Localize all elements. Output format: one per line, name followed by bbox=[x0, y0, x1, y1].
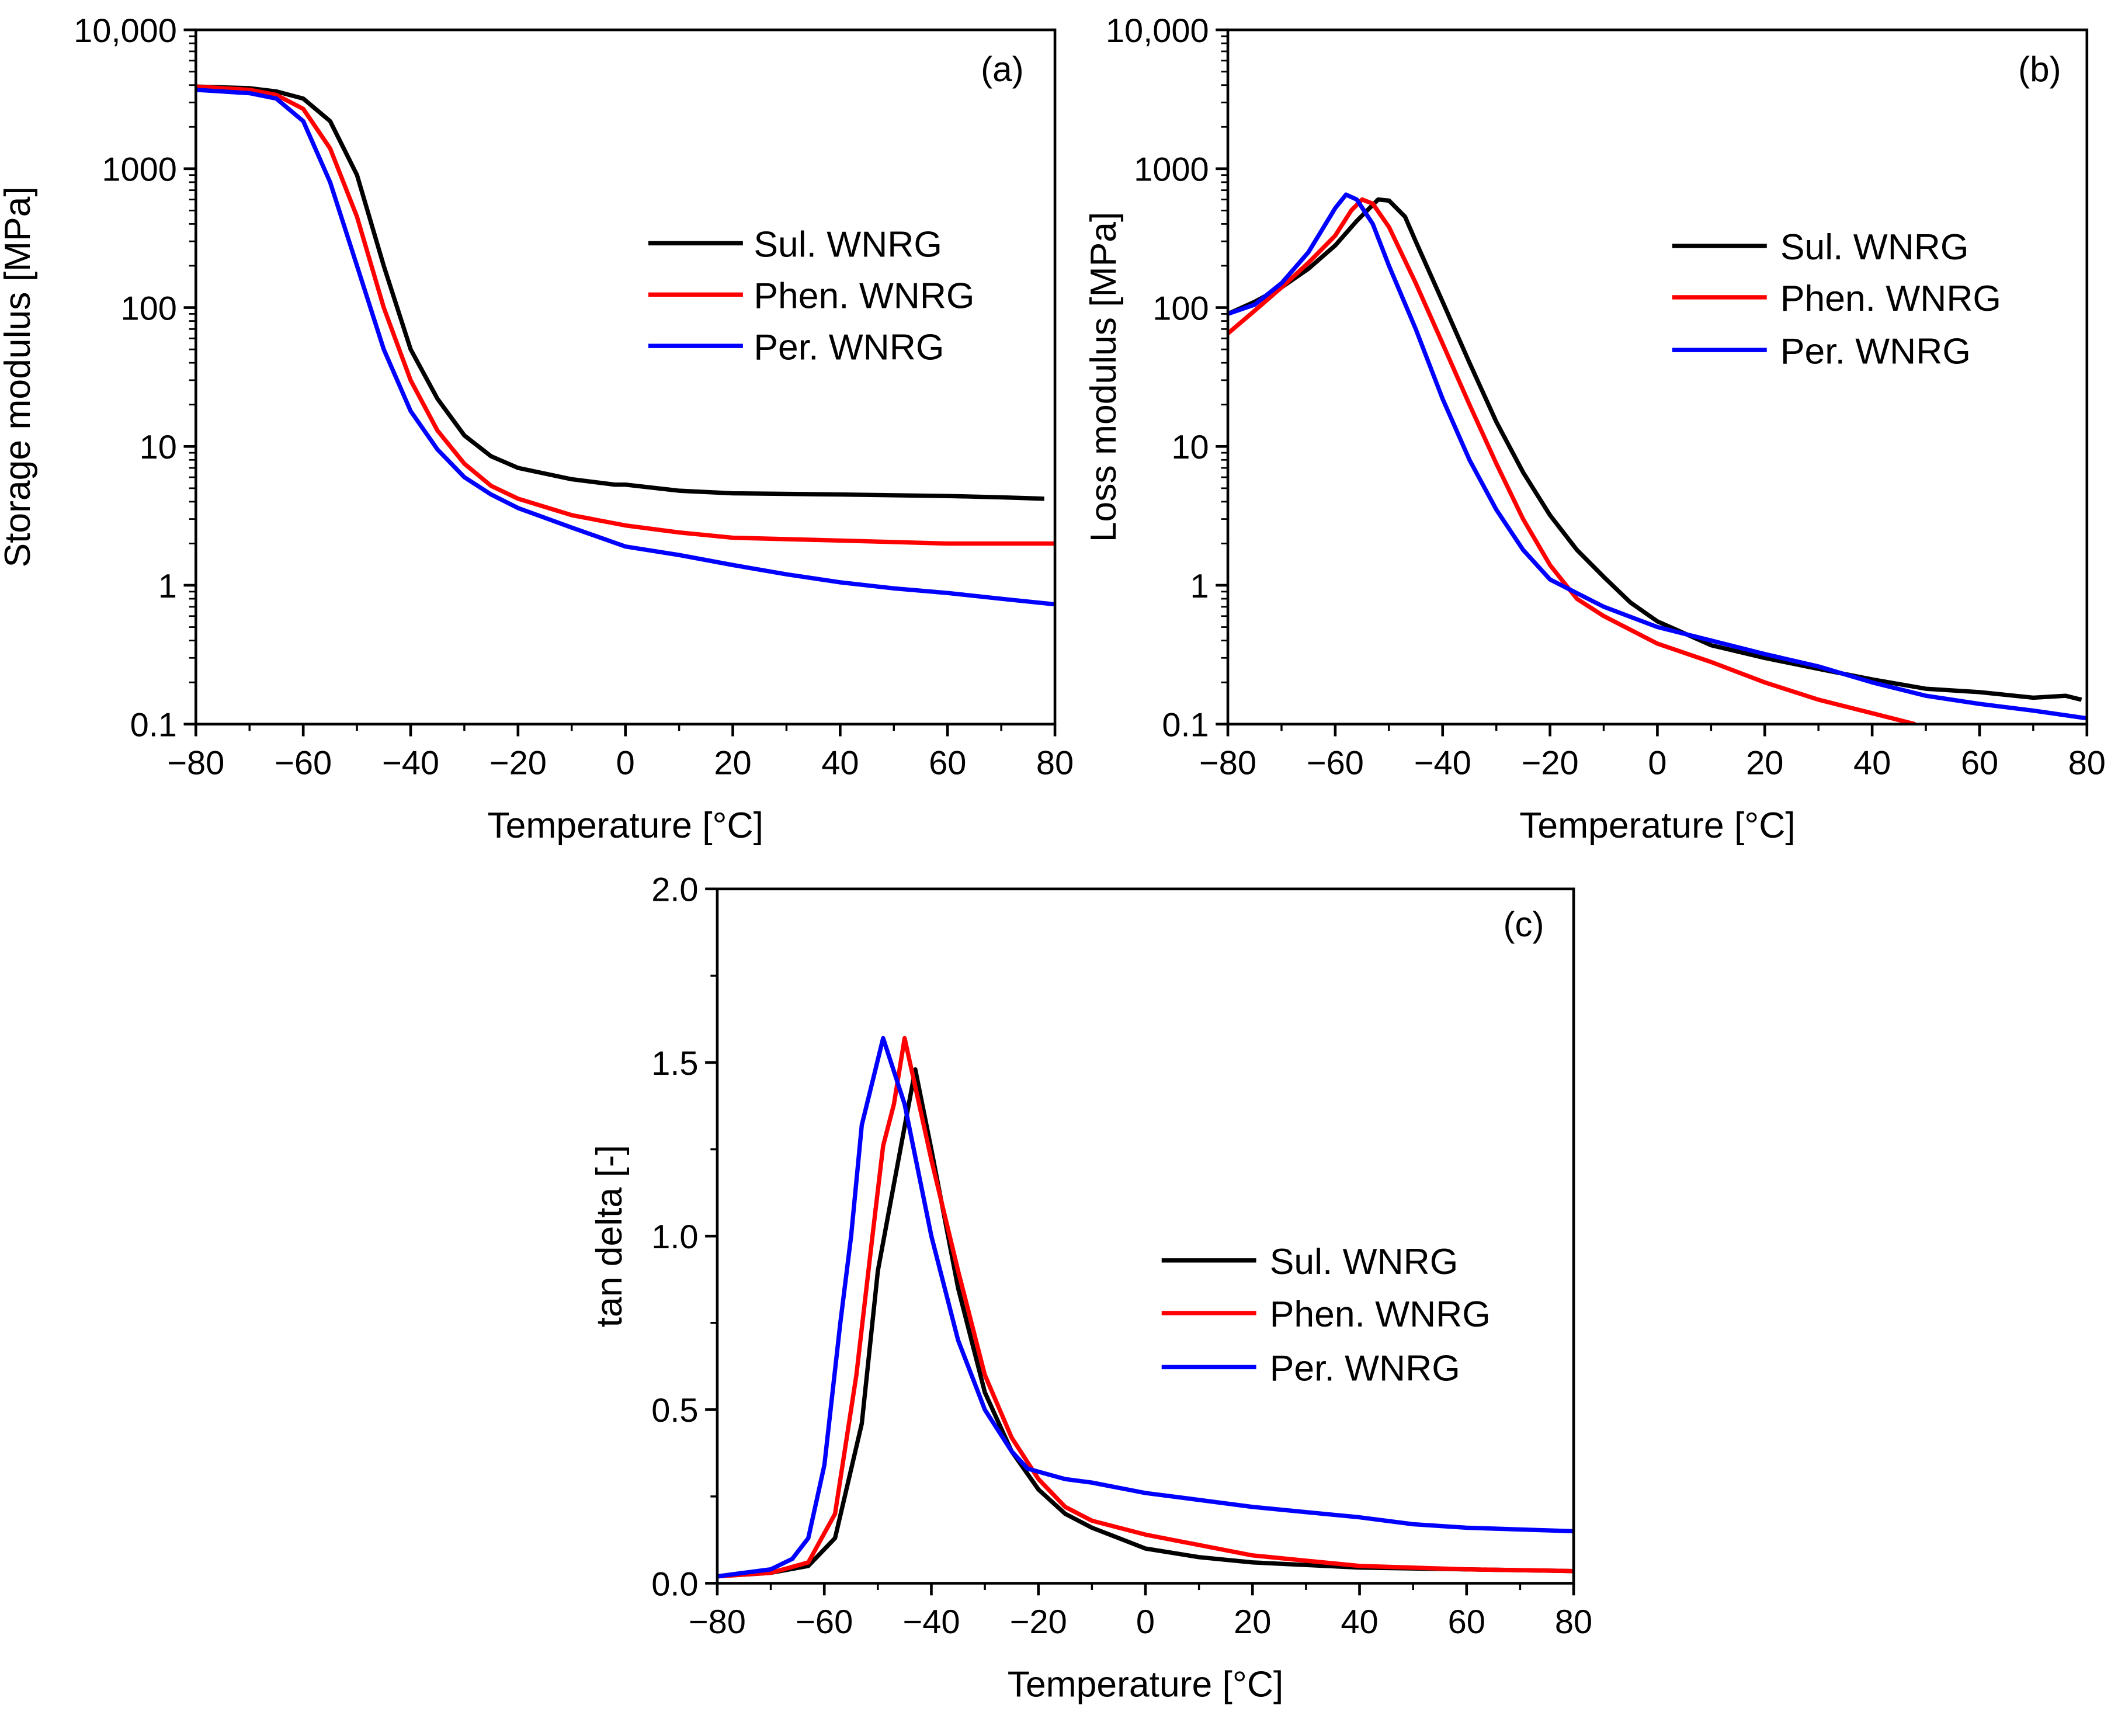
y-tick-label: 0.1 bbox=[1162, 707, 1209, 744]
x-tick-label: 0 bbox=[1136, 1603, 1155, 1641]
series-line-phen bbox=[717, 1036, 1574, 1579]
x-tick-label: 40 bbox=[1853, 744, 1891, 782]
legend-label: Phen. WNRG bbox=[754, 275, 974, 316]
x-tick-label: −60 bbox=[1307, 744, 1364, 782]
x-tick-label: 40 bbox=[821, 744, 859, 782]
x-tick-label: 80 bbox=[1036, 744, 1074, 782]
x-tick-label: −80 bbox=[1199, 744, 1256, 782]
x-tick-label: −60 bbox=[796, 1603, 853, 1641]
x-tick-label: 60 bbox=[929, 744, 966, 782]
series-line-sul bbox=[717, 1067, 1574, 1579]
y-tick-label: 0.1 bbox=[130, 707, 177, 744]
x-tick-label: −40 bbox=[902, 1603, 960, 1641]
y-axis-label: Loss modulus [MPa] bbox=[1083, 212, 1124, 543]
y-tick-label: 1000 bbox=[102, 151, 177, 189]
legend-label: Phen. WNRG bbox=[1780, 278, 2001, 319]
panel-b: −80 −60 −40 −20 0 20 40 60 80 10,000 1000 100 10 1 0.1… bbox=[1083, 12, 2106, 846]
y-tick-label: 2.0 bbox=[651, 872, 698, 909]
x-tick-label: −20 bbox=[1010, 1603, 1067, 1641]
y-axis-label: tan delta [-] bbox=[589, 1145, 630, 1327]
x-tick-label: 60 bbox=[1448, 1603, 1485, 1641]
legend-label: Phen. WNRG bbox=[1270, 1294, 1491, 1335]
x-tick-label: −80 bbox=[689, 1603, 746, 1641]
y-tick-label: 100 bbox=[1152, 290, 1209, 327]
y-tick-label: 1 bbox=[1190, 568, 1209, 605]
series-line-sul bbox=[1228, 197, 2082, 702]
x-axis-label: Temperature [°C] bbox=[1519, 805, 1796, 846]
legend-label: Sul. WNRG bbox=[1780, 227, 1969, 268]
x-tick-label: 20 bbox=[714, 744, 751, 782]
y-tick-label: 0.0 bbox=[651, 1565, 698, 1603]
panel-label: (a) bbox=[981, 50, 1023, 89]
x-tick-label: −80 bbox=[167, 744, 224, 782]
x-axis-label: Temperature [°C] bbox=[1008, 1664, 1284, 1705]
x-tick-label: 80 bbox=[1555, 1603, 1592, 1641]
legend-label: Sul. WNRG bbox=[754, 224, 942, 265]
y-tick-label: 0.5 bbox=[651, 1392, 698, 1429]
legend-label: Sul. WNRG bbox=[1270, 1241, 1459, 1282]
series-line-phen bbox=[1228, 197, 1916, 724]
plot-frame bbox=[716, 887, 1575, 1585]
x-tick-label: −20 bbox=[1522, 744, 1579, 782]
x-tick-label: −20 bbox=[489, 744, 547, 782]
y-tick-label: 1.0 bbox=[651, 1218, 698, 1256]
x-tick-label: 20 bbox=[1234, 1603, 1271, 1641]
plot-frame bbox=[195, 28, 1057, 726]
legend: Sul. WNRG Phen. WNRG Per. WNRG bbox=[1672, 227, 2001, 371]
y-tick-label: 10,000 bbox=[1106, 12, 1209, 50]
x-axis-label: Temperature [°C] bbox=[487, 805, 763, 846]
y-tick-label: 10 bbox=[1171, 429, 1209, 466]
y-tick-label: 1 bbox=[158, 568, 177, 605]
legend-label: Per. WNRG bbox=[1780, 331, 1971, 371]
panel-c: −80 −60 −40 −20 0 20 40 60 80 0.0 0.5 1.0 1.5 2.0 Temp… bbox=[589, 872, 1592, 1705]
panel-a: −80 −60 −40 −20 0 20 40 60 80 10,000 1000 100 10 1 0.1… bbox=[0, 12, 1074, 846]
y-tick-label: 100 bbox=[121, 290, 177, 327]
legend: Sul. WNRG Phen. WNRG Per. WNRG bbox=[1161, 1241, 1491, 1389]
series-line-per bbox=[717, 1036, 1574, 1579]
x-tick-label: −60 bbox=[275, 744, 332, 782]
x-tick-label: 0 bbox=[1648, 744, 1666, 782]
x-tick-label: −40 bbox=[1414, 744, 1471, 782]
y-tick-label: 10,000 bbox=[74, 12, 177, 50]
y-tick-label: 1000 bbox=[1134, 151, 1209, 189]
series-line-per bbox=[1228, 192, 2087, 721]
series-line-per bbox=[196, 88, 1055, 607]
x-tick-label: 40 bbox=[1341, 1603, 1378, 1641]
legend-label: Per. WNRG bbox=[1270, 1348, 1460, 1389]
y-tick-label: 1.5 bbox=[651, 1045, 698, 1082]
panel-label: (c) bbox=[1503, 905, 1544, 944]
x-tick-label: 0 bbox=[616, 744, 635, 782]
x-tick-label: 80 bbox=[2068, 744, 2106, 782]
series-line-phen bbox=[196, 84, 1055, 546]
series-line-sul bbox=[196, 84, 1044, 501]
x-tick-label: −40 bbox=[382, 744, 439, 782]
y-tick-label: 10 bbox=[140, 429, 177, 466]
x-tick-label: 20 bbox=[1746, 744, 1783, 782]
y-axis-label: Storage modulus [MPa] bbox=[0, 186, 38, 567]
legend: Sul. WNRG Phen. WNRG Per. WNRG bbox=[648, 224, 974, 367]
x-tick-label: 60 bbox=[1961, 744, 1998, 782]
panel-label: (b) bbox=[2018, 50, 2061, 89]
legend-label: Per. WNRG bbox=[754, 327, 944, 367]
